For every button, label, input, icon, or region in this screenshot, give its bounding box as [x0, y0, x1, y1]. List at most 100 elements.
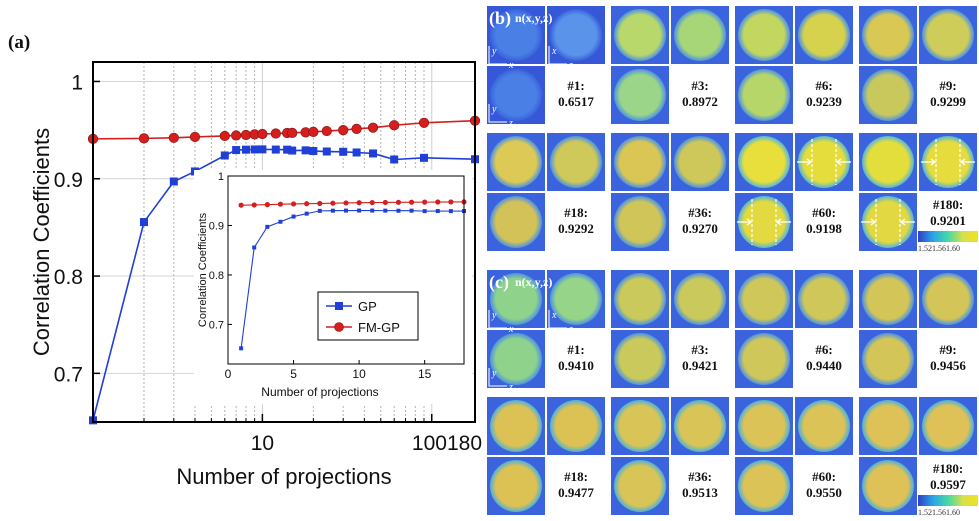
main-x-axis-label: Number of projections	[176, 464, 391, 489]
panel-c-sample-disk	[550, 273, 602, 325]
panel-c-axis-glyph-label: y	[491, 368, 497, 379]
panel-b-sample-disk	[862, 69, 914, 121]
main-x-tick-label: 10	[251, 432, 274, 455]
data-point-gp	[390, 155, 399, 164]
data-point-gp	[288, 146, 297, 155]
inset-data-point-gp	[291, 214, 296, 219]
panel-b-sample-disk	[614, 196, 666, 248]
panel-b-correlation-value: 0.9198	[806, 221, 842, 236]
panel-c-axis-glyph-icon: yx	[488, 310, 514, 335]
data-point-fm-gp	[189, 131, 201, 143]
inset-data-point-fm-gp	[330, 200, 336, 206]
panel-b-correlation-value: 0.9270	[682, 221, 718, 236]
panel-b-arrow-icon	[959, 158, 975, 166]
inset-data-point-fm-gp	[238, 202, 244, 208]
panel-b-sample-disk	[490, 136, 542, 188]
panel-b-arrow-icon	[737, 218, 753, 226]
panel-c-cell: #36:0.9513	[607, 393, 729, 517]
data-point-fm-gp	[321, 125, 332, 137]
data-point-gp	[169, 177, 178, 186]
inset-data-point-gp	[239, 346, 244, 351]
inset-data-point-fm-gp	[382, 199, 388, 206]
panel-c-sample-disk	[738, 333, 790, 385]
inset-x-tick-label: 15	[418, 367, 432, 381]
panel-b-correlation-value: 0.9299	[930, 94, 966, 109]
inset-data-point-fm-gp	[356, 200, 362, 206]
panel-c-correlation-value: 0.9440	[806, 358, 842, 373]
panel-b-axis-glyph-lines	[548, 46, 567, 65]
inset-data-point-gp	[278, 219, 283, 224]
data-point-gp	[241, 145, 250, 154]
panel-b-cell: #18:0.9292	[483, 129, 605, 253]
data-point-gp	[220, 151, 229, 160]
panel-b-cell: #9:0.9299	[855, 2, 977, 126]
panel-c-sample-disk	[490, 460, 542, 512]
inset-data-point-gp	[409, 208, 414, 213]
inset-data-point-gp	[357, 208, 362, 213]
panel-b-projection-label: #3:	[691, 78, 708, 93]
inset-legend: GP FM-GP	[317, 291, 419, 341]
panel-b-colorbar-ticks: 1.521.561.60	[918, 244, 960, 253]
panel-b-axis-glyph-label: z	[508, 118, 513, 129]
panel-b-sample-disk	[490, 9, 542, 61]
panel-b-projection-label: #36:	[688, 205, 712, 220]
legend-gp-label: GP	[358, 299, 377, 314]
inset-data-point-gp	[370, 208, 375, 213]
panel-b-axis-glyph-icon: yz	[488, 104, 513, 129]
panel-b-projection-label: #18:	[564, 205, 588, 220]
panel-b-correlation-value: 0.9201	[930, 213, 966, 228]
panel-c-projection-label: #1:	[567, 342, 584, 357]
main-x-tick-label: 100180	[412, 432, 482, 455]
data-point-gp	[250, 145, 259, 154]
data-point-gp	[352, 148, 361, 157]
panel-b-projection-label: #180:	[933, 197, 963, 212]
data-point-gp	[322, 147, 331, 156]
data-point-fm-gp	[257, 128, 268, 140]
data-point-fm-gp	[168, 132, 179, 143]
data-point-fm-gp	[418, 117, 430, 128]
legend-fmgp-label: FM-GP	[358, 320, 400, 335]
inset-series	[238, 199, 467, 351]
main-y-tick-label: 0.7	[54, 363, 83, 386]
panel-c-sample-disk	[674, 273, 726, 325]
panel-c-sample-disk	[614, 400, 666, 452]
panel-c-sample-disk	[862, 273, 914, 325]
panel-c-sample-disk	[614, 273, 666, 325]
panel-c-cell: #6:0.9440	[731, 266, 853, 390]
panel-b-sample-disk	[862, 136, 914, 188]
panel-c-cell: #1:0.9410	[483, 266, 605, 390]
panel-c-cell: #180:0.9597 1.521.561.60	[855, 393, 978, 517]
panel-c-sample-disk	[614, 460, 666, 512]
panel-b-correlation-value: 0.9239	[806, 94, 842, 109]
panel-c-axis-glyph-icon: yz	[488, 368, 513, 393]
inset-data-point-fm-gp	[304, 201, 310, 207]
panel-b-sample-disk	[922, 136, 974, 188]
panel-c-projection-label: #6:	[815, 342, 832, 357]
main-series	[87, 115, 481, 425]
panel-b-projection-label: #6:	[815, 78, 832, 93]
inset-data-point-fm-gp	[422, 199, 428, 205]
panel-b-sample-disk	[490, 196, 542, 248]
panel-b-sample-disk	[922, 9, 974, 61]
inset-data-point-gp	[344, 208, 348, 213]
panel-c-panel-label: (c)	[489, 272, 509, 293]
inset-series-line-gp	[240, 209, 465, 349]
panel-c-colorbar-ticks: 1.521.561.60	[918, 508, 960, 517]
panel-b-cell: #180:0.9201 1.521.561.60	[855, 129, 978, 253]
inset-data-point-gp	[435, 209, 440, 214]
inset-data-point-gp	[265, 224, 270, 229]
panel-b-axis-glyph-label: x	[508, 60, 514, 71]
panel-b-sample-disk	[738, 136, 790, 188]
panel-b-projection-label: #60:	[812, 205, 836, 220]
panel-c-axis-glyph-label: x	[551, 310, 557, 321]
panel-b-sample-disk	[614, 136, 666, 188]
inset-chart: 0.70.80.910 5 10 15 Number of projections C…	[194, 170, 472, 404]
inset-data-point-gp	[317, 208, 322, 213]
panel-c-correlation-value: 0.9456	[930, 358, 966, 373]
panel-b-cell: #3:0.8972	[607, 2, 729, 126]
inset-data-point-fm-gp	[395, 199, 402, 205]
inset-y-tick-label: 0.9	[209, 220, 224, 232]
panel-b-sample-disk	[862, 9, 914, 61]
data-point-fm-gp	[270, 128, 281, 139]
